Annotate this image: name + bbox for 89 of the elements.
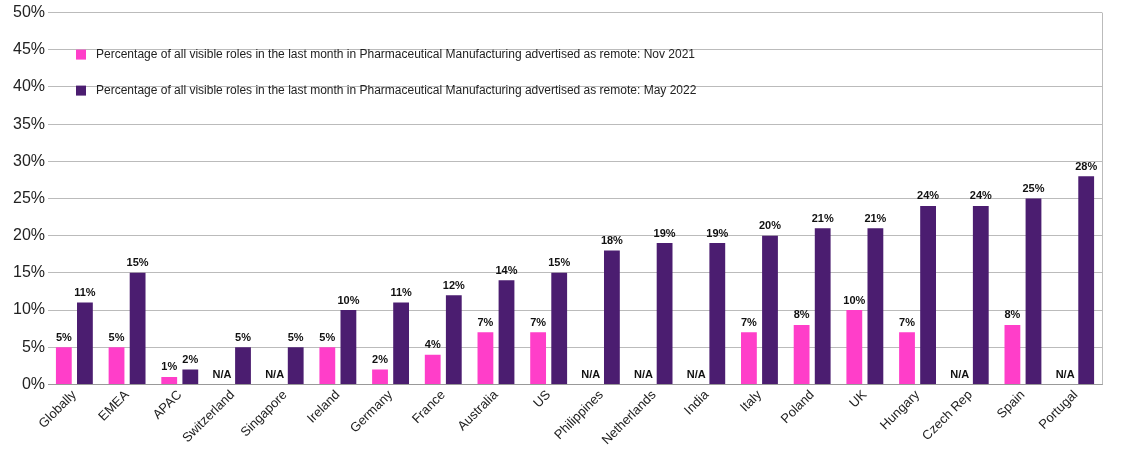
bar: [867, 228, 884, 384]
text: N/A: [634, 367, 653, 380]
data-label: 5%: [319, 330, 336, 343]
data-label: 11%: [74, 286, 96, 299]
y-tick-label: 30%: [12, 151, 46, 169]
y-tick-label: 50%: [12, 3, 46, 21]
bar: [656, 243, 673, 384]
data-label: 1%: [161, 360, 178, 373]
bar: [55, 347, 72, 384]
data-label: 15%: [548, 256, 571, 269]
data-label: 24%: [917, 189, 940, 202]
bar: [319, 347, 336, 384]
data-label: 14%: [495, 263, 518, 276]
data-label: 7%: [477, 315, 494, 328]
data-label: 21%: [864, 211, 887, 224]
y-tick-label: 20%: [12, 226, 46, 244]
bar: [762, 235, 778, 384]
data-label: 25%: [1022, 182, 1045, 195]
data-label: 7%: [530, 315, 547, 328]
text: N/A: [686, 367, 706, 380]
bar: [393, 302, 410, 384]
data-label: 15%: [126, 256, 149, 269]
data-label: 7%: [740, 315, 758, 328]
data-label: 19%: [653, 226, 676, 239]
y-tick-label: 45%: [12, 40, 46, 58]
bar: [477, 332, 494, 384]
data-label: 8%: [1004, 308, 1021, 321]
bar: [972, 205, 989, 384]
data-label: 10%: [337, 293, 360, 306]
x-tick-label: UK: [846, 386, 870, 411]
bar: [287, 347, 304, 384]
bar: [814, 228, 831, 384]
bar: [77, 302, 93, 384]
y-tick-label: 25%: [12, 188, 46, 206]
data-label: 10%: [843, 293, 866, 306]
bar: [920, 205, 936, 384]
bar: [1078, 176, 1095, 384]
bar: [709, 243, 726, 384]
bar: [793, 324, 810, 384]
legend-label: Percentage of all visible roles in the last month in Pharmaceutical Manufacturing advertised as remote: Nov 2021: [96, 46, 696, 61]
text: N/A: [1055, 367, 1075, 380]
data-label: 11%: [390, 286, 413, 299]
bar: [424, 354, 441, 384]
text: N/A: [581, 367, 601, 380]
text: N/A: [950, 367, 970, 380]
bar: [108, 347, 125, 384]
data-label: 19%: [706, 226, 729, 239]
data-label: 4%: [424, 338, 441, 351]
bar: [846, 310, 863, 384]
y-tick-label: 35%: [12, 114, 46, 132]
bar: [340, 310, 357, 384]
y-tick-label: 10%: [12, 300, 46, 318]
bar: [235, 347, 251, 384]
data-label: 5%: [235, 330, 252, 343]
y-tick-label: 5%: [21, 337, 46, 355]
text: N/A: [265, 367, 285, 380]
data-label: 12%: [442, 278, 466, 291]
bar: [604, 250, 620, 384]
bar: [161, 376, 178, 384]
data-label: 24%: [969, 189, 993, 202]
bar: [498, 280, 515, 384]
data-label: 2%: [372, 353, 389, 366]
legend-label: Percentage of all visible roles in the last month in Pharmaceutical Manufacturing advertised as remote: May 2022: [96, 82, 697, 97]
data-label: 5%: [55, 330, 72, 343]
x-tick-label: US: [529, 386, 554, 411]
text: N/A: [212, 367, 232, 380]
data-label: 5%: [287, 330, 304, 343]
bar: [551, 272, 568, 384]
data-label: 28%: [1075, 159, 1098, 172]
bar: [899, 332, 915, 384]
bar: [182, 369, 199, 384]
data-label: 18%: [600, 234, 624, 247]
data-label: 21%: [811, 211, 834, 224]
data-label: 2%: [182, 353, 199, 366]
data-label: 8%: [793, 308, 810, 321]
data-label: 20%: [758, 219, 782, 232]
data-label: 5%: [108, 330, 125, 343]
bar: [372, 369, 388, 384]
bar: [1004, 324, 1021, 384]
bar: [741, 332, 757, 384]
bar: [445, 295, 462, 384]
y-tick-label: 40%: [12, 77, 46, 95]
x-tick-label: Italy: [736, 386, 765, 415]
bar: [530, 332, 547, 384]
bar: [1025, 198, 1042, 384]
data-label: 7%: [899, 315, 916, 328]
y-tick-label: 15%: [12, 263, 46, 281]
bar: [129, 272, 146, 384]
y-tick-label: 0%: [21, 374, 46, 392]
